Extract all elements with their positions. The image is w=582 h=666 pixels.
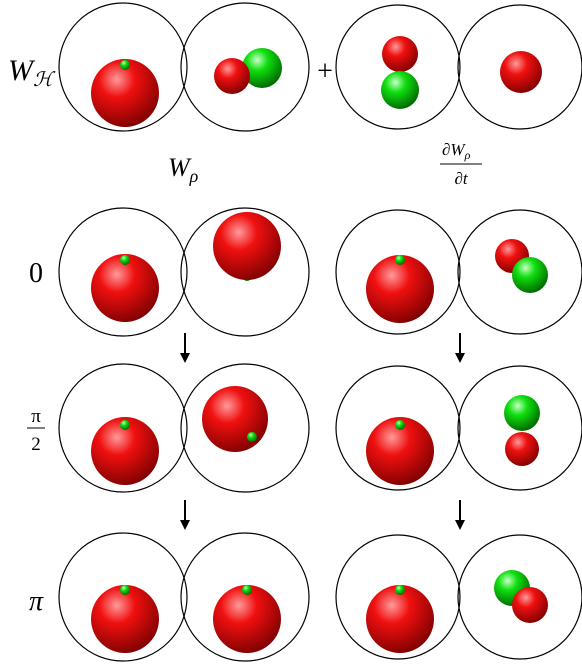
column-header: Wρ <box>168 153 199 186</box>
red-sphere <box>213 212 281 280</box>
row-label: π <box>29 586 44 617</box>
green-sphere <box>512 257 548 293</box>
green-sphere <box>120 585 130 595</box>
symbol: ∂W <box>442 140 466 159</box>
green-sphere <box>395 255 405 265</box>
red-sphere <box>382 36 418 72</box>
green-sphere <box>120 60 130 70</box>
green-sphere <box>395 585 405 595</box>
red-sphere <box>505 432 539 466</box>
plus: + <box>317 56 333 87</box>
red-sphere <box>202 386 268 452</box>
green-sphere <box>242 585 252 595</box>
red-sphere <box>91 585 159 653</box>
subscript: ρ <box>189 166 199 186</box>
fraction-denominator: 2 <box>31 434 41 455</box>
green-sphere <box>120 255 130 265</box>
red-sphere <box>500 51 542 93</box>
symbol: W <box>168 153 192 182</box>
green-sphere <box>247 432 257 442</box>
red-sphere <box>512 587 548 623</box>
fraction-numerator: π <box>31 406 41 427</box>
red-sphere <box>213 585 281 653</box>
subscript: ρ <box>464 148 471 162</box>
green-sphere <box>395 420 405 430</box>
fraction-denominator: ∂t <box>454 169 468 188</box>
green-sphere <box>381 71 419 109</box>
row-label: 0 <box>29 258 43 289</box>
fraction-numerator: ∂Wρ <box>442 140 471 162</box>
red-sphere <box>366 255 434 323</box>
symbol: W <box>8 54 36 87</box>
red-sphere <box>214 58 250 94</box>
green-sphere <box>504 395 540 431</box>
subscript: ℋ <box>33 69 56 91</box>
green-sphere <box>120 420 130 430</box>
red-sphere <box>366 585 434 653</box>
figure: Wℋ + Wρ ∂Wρ ∂t 0 π 2 π <box>0 0 582 666</box>
top-label: Wℋ <box>8 54 56 91</box>
spheres <box>91 36 548 653</box>
